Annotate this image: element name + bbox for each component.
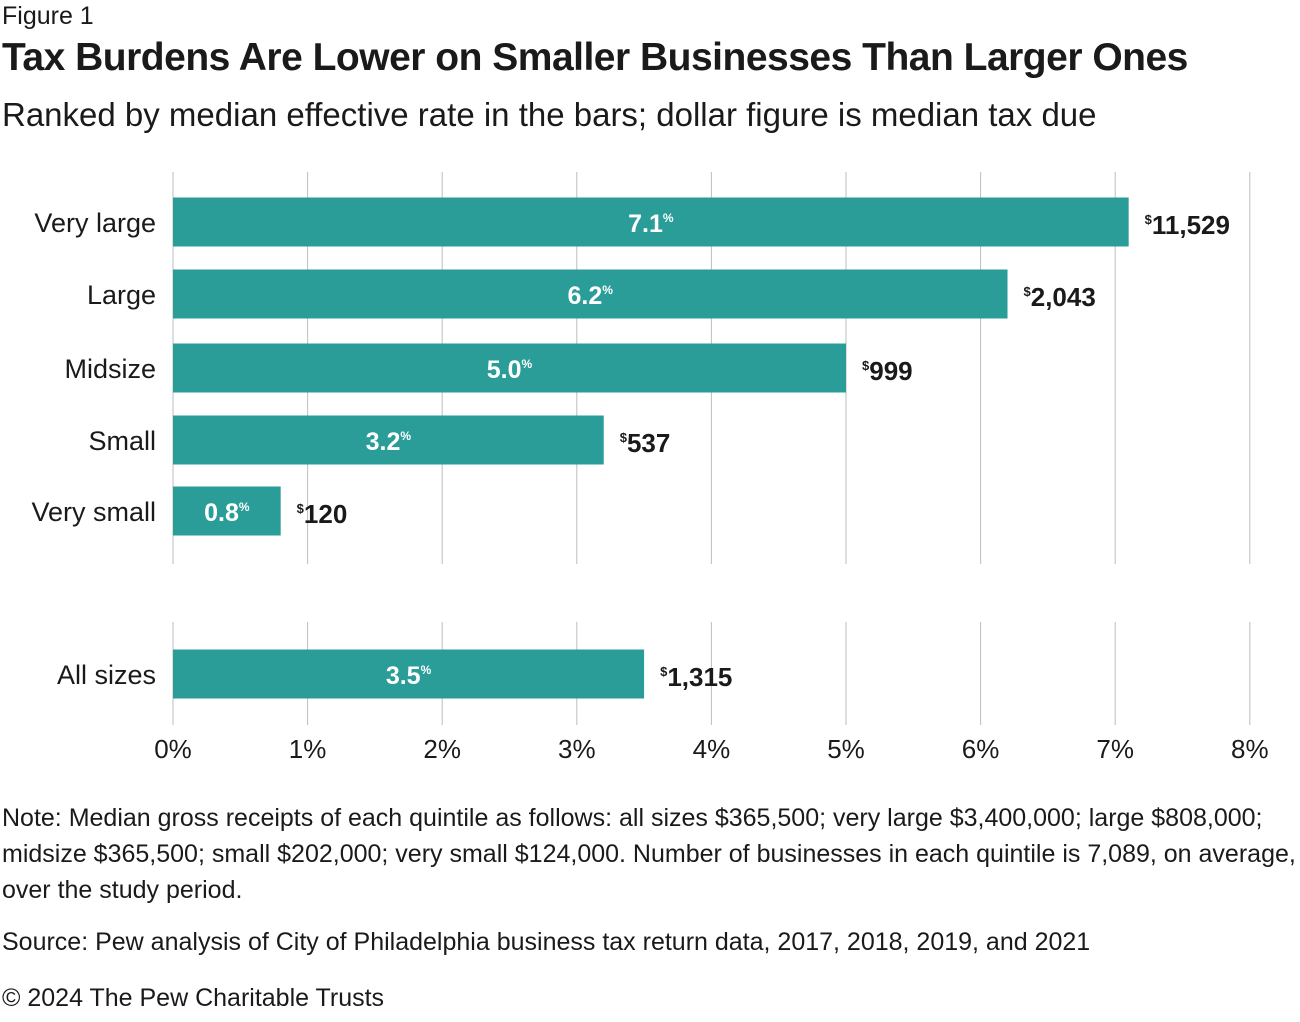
x-tick-label: 5%	[827, 734, 865, 764]
bar-1-tax-label: $2,043	[1024, 282, 1096, 312]
summary-category-label: All sizes	[57, 660, 156, 690]
x-tick-label: 0%	[154, 734, 192, 764]
chart-notes: Note: Median gross receipts of each quin…	[2, 800, 1298, 908]
x-tick-label: 8%	[1231, 734, 1269, 764]
figure-label: Figure 1	[2, 2, 94, 30]
bar-4-bar	[173, 486, 281, 536]
bar-0-bar	[173, 197, 1129, 247]
x-tick-label: 4%	[693, 734, 731, 764]
bar-2-tax-label: $999	[862, 356, 913, 386]
bar-1-bar	[173, 269, 1008, 319]
x-tick-label: 3%	[558, 734, 596, 764]
bar-1-category-label: Large	[87, 280, 156, 310]
source-text: Source: Pew analysis of City of Philadel…	[2, 928, 1091, 956]
bar-2-category-label: Midsize	[64, 354, 156, 384]
chart-subtitle: Ranked by median effective rate in the b…	[2, 96, 1097, 133]
bar-4-tax-label: $120	[297, 499, 348, 529]
bar-2-bar	[173, 343, 846, 393]
chart-title: Tax Burdens Are Lower on Smaller Busines…	[2, 36, 1188, 79]
x-tick-label: 2%	[423, 734, 461, 764]
copyright-text: © 2024 The Pew Charitable Trusts	[2, 984, 385, 1012]
bar-3-tax-label: $537	[620, 428, 671, 458]
bar-0-category-label: Very large	[34, 208, 156, 238]
bar-0-tax-label: $11,529	[1145, 210, 1230, 240]
summary-bar	[173, 649, 645, 699]
x-tick-label: 6%	[962, 734, 1000, 764]
bar-3-bar	[173, 415, 604, 465]
summary-tax-label: $1,315	[660, 662, 732, 692]
x-tick-label: 7%	[1096, 734, 1134, 764]
x-tick-label: 1%	[289, 734, 327, 764]
bar-4-category-label: Very small	[31, 497, 156, 527]
note-text: Note: Median gross receipts of each quin…	[2, 804, 1296, 904]
bar-3-category-label: Small	[88, 426, 156, 456]
